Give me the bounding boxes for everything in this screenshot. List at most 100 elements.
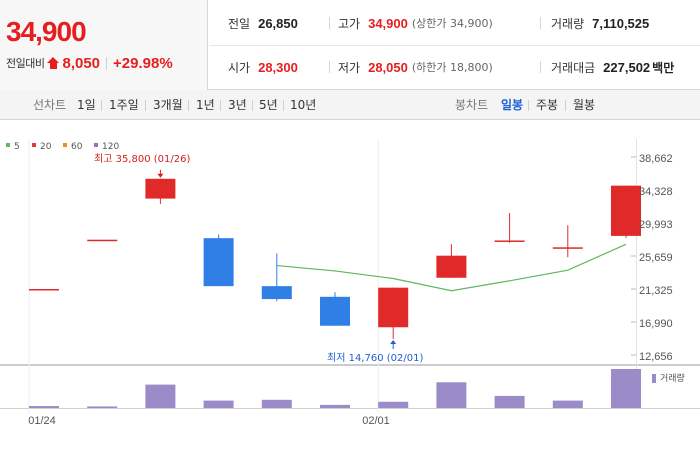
legend-swatch-ma20 <box>32 143 36 147</box>
stat-divider <box>540 61 541 73</box>
candle <box>145 178 176 204</box>
chart-background <box>0 121 700 450</box>
period-5-years[interactable]: 5년 <box>259 98 278 112</box>
change-separator <box>106 56 108 70</box>
stat-prev-close: 전일 26,850 <box>228 13 298 33</box>
volume-bar <box>261 399 292 408</box>
x-tick-label: 01/24 <box>28 415 56 427</box>
legend-label-ma5: 5 <box>14 142 20 152</box>
legend-label-ma20: 20 <box>40 142 52 152</box>
y-tick-label: 38,662 <box>639 153 673 165</box>
period-1-year[interactable]: 1년 <box>196 98 215 112</box>
stat-divider <box>329 17 330 29</box>
period-weekly-candle[interactable]: 주봉 <box>536 98 559 112</box>
period-1-week[interactable]: 1주일 <box>109 98 139 112</box>
candle-body <box>320 296 350 326</box>
period-3-years[interactable]: 3년 <box>228 98 247 112</box>
stat-label: 거래대금 <box>551 60 596 75</box>
legend-label-ma120: 120 <box>102 142 119 152</box>
low-arrow-head <box>390 339 397 344</box>
toolbar-divider <box>528 100 529 111</box>
candle <box>552 225 583 258</box>
y-axis-labels: 38,662 34,328 29,993 25,659 21,325 16,99… <box>639 153 673 363</box>
y-tick-label: 25,659 <box>639 252 673 264</box>
stat-label: 저가 <box>338 60 361 75</box>
period-10-years[interactable]: 10년 <box>290 98 317 112</box>
y-tick-label: 16,990 <box>639 318 673 330</box>
toolbar-divider <box>101 100 102 111</box>
candle-body <box>261 286 292 300</box>
volume-bar <box>145 384 176 408</box>
stat-value: 7,110,525 <box>592 15 650 31</box>
volume-legend-label: 거래량 <box>660 372 685 384</box>
candle-body <box>378 287 409 328</box>
candle <box>87 239 118 242</box>
volume-bar <box>611 369 641 408</box>
period-1-day[interactable]: 1일 <box>77 98 96 112</box>
volume-bar <box>29 406 59 408</box>
low-annotation: 최저 14,760 (02/01) <box>327 352 423 364</box>
candle-body <box>552 247 583 249</box>
candle <box>261 253 292 302</box>
change-amount: 8,050 <box>62 54 101 72</box>
x-tick-label: 02/01 <box>362 415 390 427</box>
stat-low: 저가 28,050 (하한가 18,800) <box>338 57 493 77</box>
plot-layer <box>0 139 700 413</box>
toolbar-divider <box>188 100 189 111</box>
volume-bar <box>378 401 409 408</box>
candle-body <box>203 238 234 287</box>
stat-value: 34,900 <box>368 15 408 31</box>
toolbar-divider <box>220 100 221 111</box>
stat-label: 거래량 <box>551 16 585 31</box>
stat-open: 시가 28,300 <box>228 57 298 77</box>
high-annotation: 최고 35,800 (01/26) <box>94 153 190 165</box>
candle-body <box>87 239 118 242</box>
stock-summary-header: 34,900 전일대비 8,050 +29.98% 전일 26,850 고가 3… <box>0 0 700 90</box>
stat-volume: 거래량 7,110,525 <box>551 13 649 33</box>
chart-canvas: 5 20 60 120 38,662 34,328 29,993 25,659 … <box>0 121 700 450</box>
stat-label: 시가 <box>228 60 251 75</box>
candle <box>203 234 234 287</box>
stat-label: 고가 <box>338 16 361 31</box>
candle-body <box>29 288 59 291</box>
legend-swatch-ma120 <box>94 143 98 147</box>
candle-body <box>436 255 467 278</box>
current-price: 34,900 <box>6 16 87 47</box>
stat-unit: 백만 <box>652 60 675 75</box>
ma5-line <box>276 243 627 292</box>
change-percent: +29.98% <box>113 54 173 72</box>
candle-body <box>494 240 525 242</box>
stat-trade-value: 거래대금 227,502 백만 <box>551 57 674 77</box>
stat-value: 28,300 <box>258 59 298 75</box>
volume-bar <box>87 406 118 408</box>
volume-bar <box>494 395 525 408</box>
toolbar-divider <box>252 100 253 111</box>
volume-bar <box>320 404 350 408</box>
ma-legend: 5 20 60 120 <box>6 142 119 152</box>
chart-period-toolbar: 선차트 1일 1주일 3개월 1년 3년 5년 10년 봉차트 일봉 주봉 월봉 <box>0 90 700 120</box>
stat-label: 전일 <box>228 16 251 31</box>
y-tick-label: 29,993 <box>639 219 673 231</box>
stat-value: 26,850 <box>258 15 298 31</box>
volume-bar <box>203 400 234 408</box>
candle-body <box>145 178 176 199</box>
period-3-months[interactable]: 3개월 <box>153 98 183 112</box>
stats-row-divider <box>209 45 700 46</box>
candle <box>378 287 409 339</box>
toolbar-divider <box>145 100 146 111</box>
volume-legend-swatch <box>652 374 656 383</box>
high-arrow-head <box>157 173 164 178</box>
toolbar-divider <box>283 100 284 111</box>
volume-bar <box>552 400 583 408</box>
y-tick-label: 12,656 <box>639 351 673 363</box>
upper-limit-price: (상한가 34,900) <box>411 17 493 30</box>
period-daily-candle[interactable]: 일봉 <box>501 98 524 112</box>
legend-label-ma60: 60 <box>71 142 83 152</box>
line-chart-label: 선차트 <box>33 98 67 112</box>
up-arrow-icon <box>47 57 60 69</box>
stat-value: 28,050 <box>368 59 408 75</box>
period-monthly-candle[interactable]: 월봉 <box>573 98 596 112</box>
candle <box>29 288 59 291</box>
candle-chart-label: 봉차트 <box>455 98 489 112</box>
stat-divider <box>540 17 541 29</box>
